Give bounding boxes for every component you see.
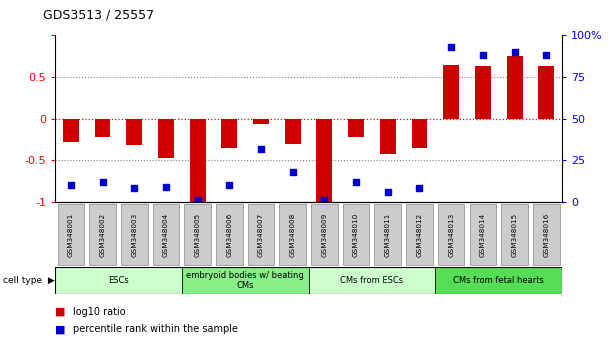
FancyBboxPatch shape	[216, 204, 243, 265]
Bar	[221, 119, 237, 148]
Point	[320, 197, 329, 203]
Point	[192, 197, 202, 203]
Text: CMs from fetal hearts: CMs from fetal hearts	[453, 276, 544, 285]
FancyBboxPatch shape	[438, 204, 464, 265]
FancyBboxPatch shape	[182, 267, 309, 294]
Text: GSM348015: GSM348015	[511, 212, 518, 257]
Text: GDS3513 / 25557: GDS3513 / 25557	[43, 8, 154, 21]
Bar	[63, 119, 79, 142]
FancyBboxPatch shape	[309, 267, 435, 294]
Bar	[475, 66, 491, 119]
Bar	[507, 56, 522, 119]
Text: embryoid bodies w/ beating
CMs: embryoid bodies w/ beating CMs	[186, 271, 304, 290]
Text: GSM348010: GSM348010	[353, 212, 359, 257]
FancyBboxPatch shape	[406, 204, 433, 265]
Bar	[380, 119, 396, 154]
FancyBboxPatch shape	[279, 204, 306, 265]
FancyBboxPatch shape	[57, 204, 84, 265]
Point	[98, 179, 108, 185]
FancyBboxPatch shape	[247, 204, 274, 265]
Text: GSM348005: GSM348005	[195, 212, 200, 257]
Bar	[285, 119, 301, 143]
Text: GSM348009: GSM348009	[321, 212, 327, 257]
Point	[66, 182, 76, 188]
Text: GSM348013: GSM348013	[448, 212, 454, 257]
Text: GSM348007: GSM348007	[258, 212, 264, 257]
Point	[130, 185, 139, 191]
FancyBboxPatch shape	[121, 204, 147, 265]
Text: cell type  ▶: cell type ▶	[3, 276, 55, 285]
FancyBboxPatch shape	[89, 204, 116, 265]
Text: GSM348011: GSM348011	[385, 212, 391, 257]
Text: GSM348003: GSM348003	[131, 212, 137, 257]
Text: ■: ■	[55, 307, 65, 316]
FancyBboxPatch shape	[153, 204, 179, 265]
Bar	[95, 119, 111, 137]
FancyBboxPatch shape	[55, 267, 182, 294]
Text: GSM348012: GSM348012	[417, 212, 422, 257]
FancyBboxPatch shape	[533, 204, 560, 265]
Text: GSM348014: GSM348014	[480, 212, 486, 257]
Point	[446, 44, 456, 50]
Bar	[412, 119, 428, 148]
Text: GSM348016: GSM348016	[543, 212, 549, 257]
Bar	[316, 119, 332, 202]
Bar	[253, 119, 269, 124]
Point	[510, 49, 519, 55]
Point	[415, 185, 425, 191]
Text: log10 ratio: log10 ratio	[73, 307, 126, 316]
Bar	[348, 119, 364, 137]
Bar	[189, 119, 205, 202]
Point	[256, 146, 266, 152]
FancyBboxPatch shape	[501, 204, 528, 265]
Text: CMs from ESCs: CMs from ESCs	[340, 276, 403, 285]
FancyBboxPatch shape	[185, 204, 211, 265]
Text: GSM348002: GSM348002	[100, 212, 106, 257]
Bar	[443, 64, 459, 119]
Text: GSM348001: GSM348001	[68, 212, 74, 257]
Point	[351, 179, 361, 185]
Point	[541, 52, 551, 58]
Text: ESCs: ESCs	[108, 276, 129, 285]
Point	[224, 182, 234, 188]
FancyBboxPatch shape	[311, 204, 338, 265]
Bar	[126, 119, 142, 145]
FancyBboxPatch shape	[375, 204, 401, 265]
Text: GSM348008: GSM348008	[290, 212, 296, 257]
Bar	[538, 66, 554, 119]
Text: GSM348004: GSM348004	[163, 212, 169, 257]
Bar	[158, 119, 174, 158]
Point	[478, 52, 488, 58]
Point	[161, 184, 171, 190]
Text: ■: ■	[55, 324, 65, 334]
Text: GSM348006: GSM348006	[226, 212, 232, 257]
FancyBboxPatch shape	[470, 204, 496, 265]
Point	[383, 189, 393, 195]
Text: percentile rank within the sample: percentile rank within the sample	[73, 324, 238, 334]
Point	[288, 169, 298, 175]
FancyBboxPatch shape	[343, 204, 370, 265]
FancyBboxPatch shape	[435, 267, 562, 294]
